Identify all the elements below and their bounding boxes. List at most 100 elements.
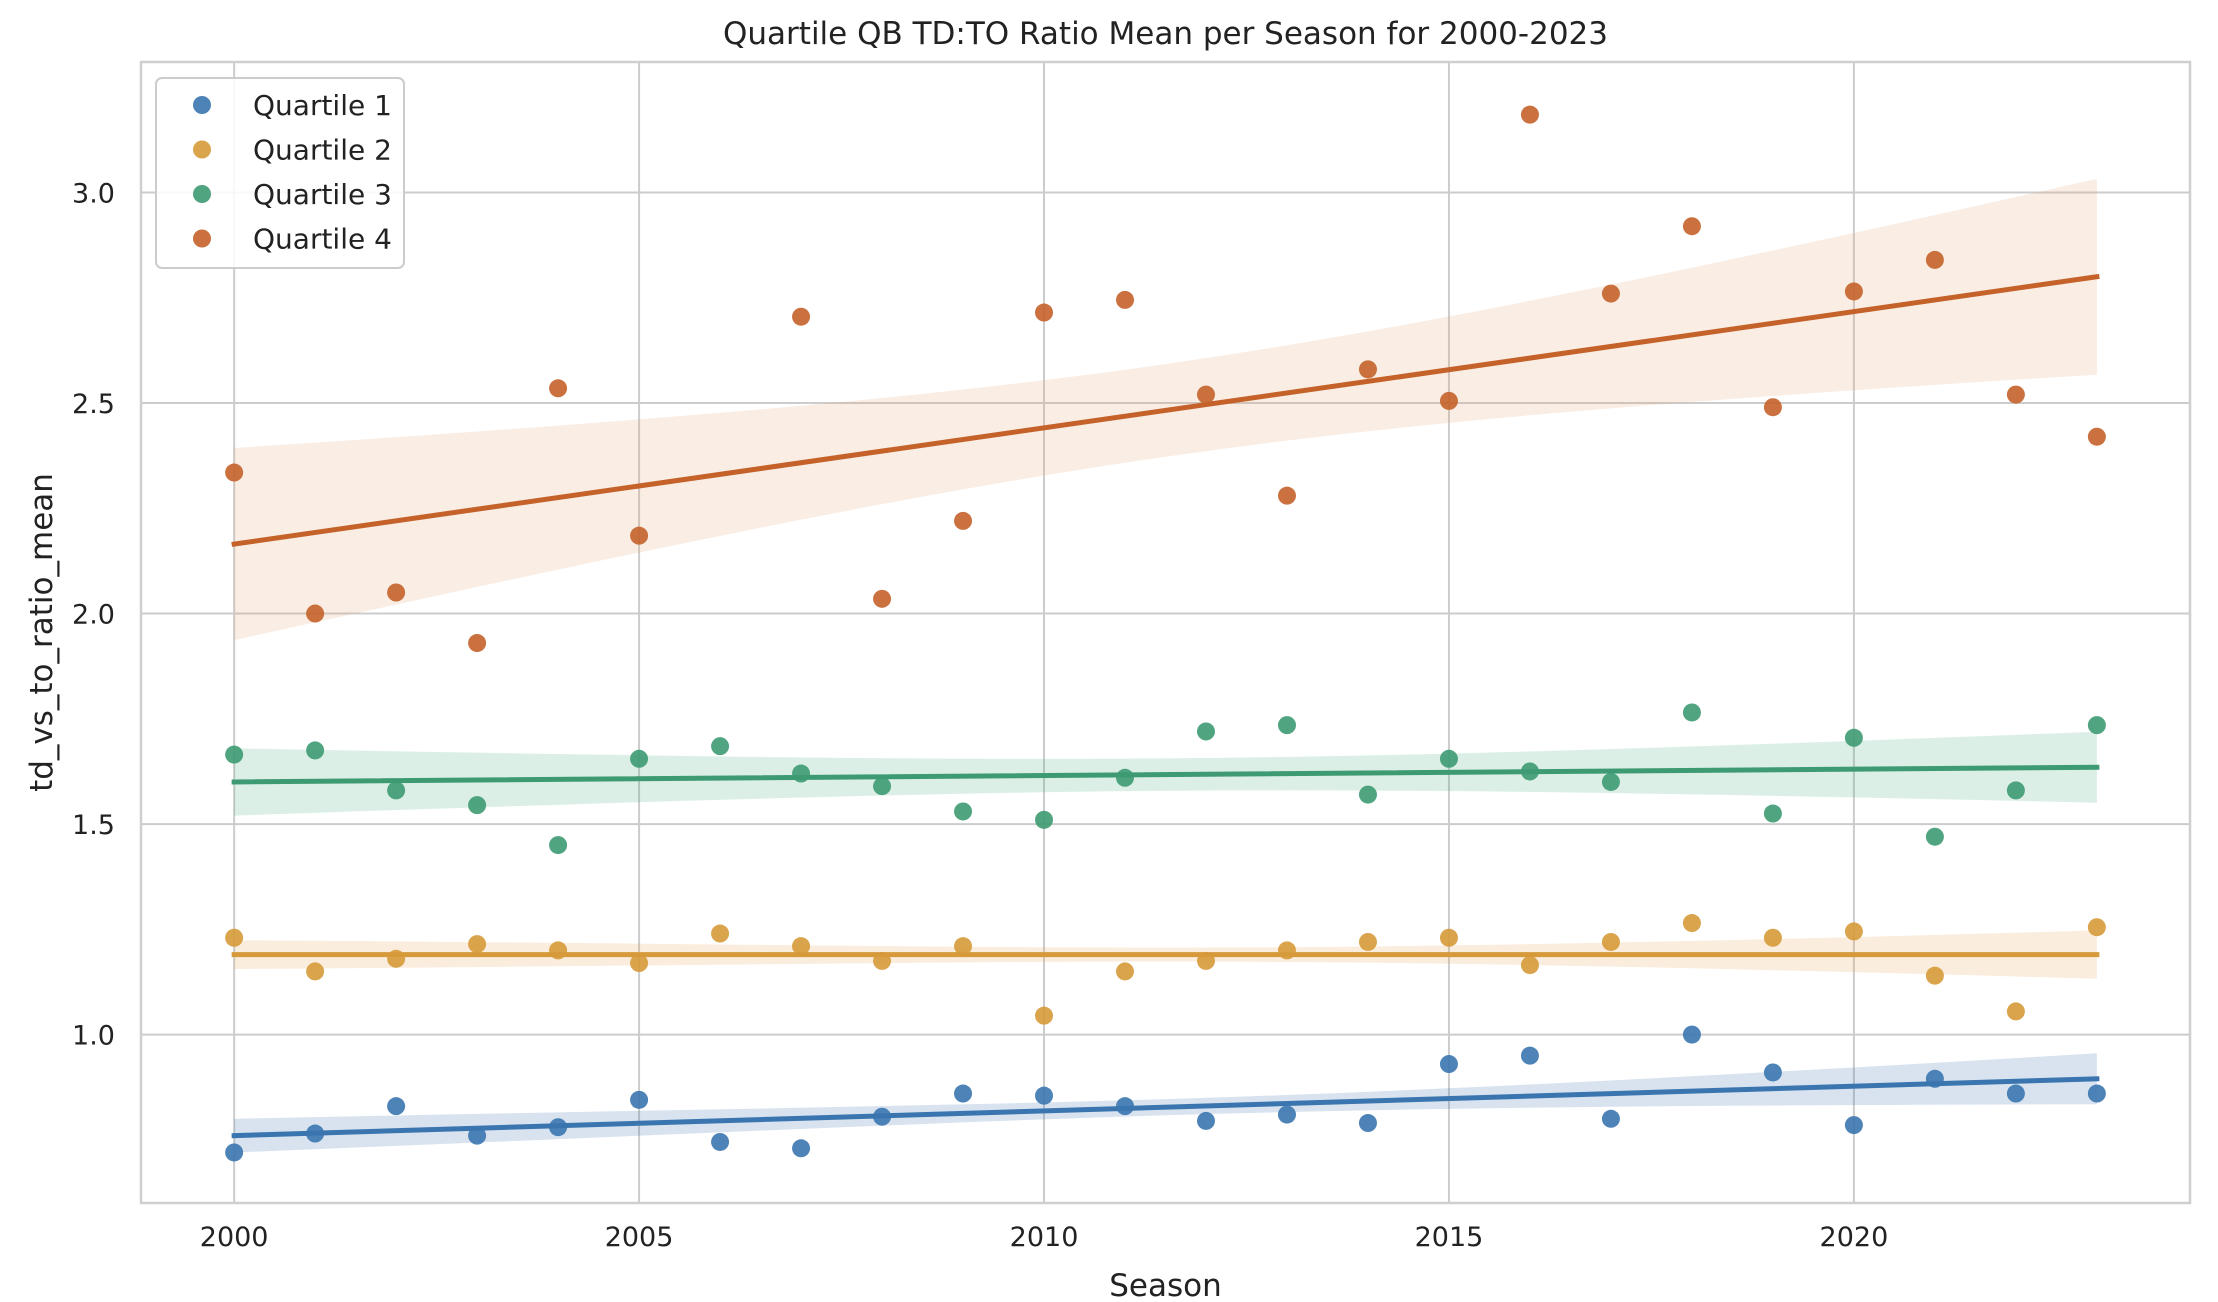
- quartile-3-point: [387, 781, 406, 800]
- quartile-1-point: [1520, 1046, 1539, 1065]
- quartile-1-point: [1277, 1105, 1296, 1124]
- quartile-1-point: [711, 1132, 730, 1151]
- quartile-3-regression-line: [231, 764, 2100, 785]
- quartile-4-point: [1439, 391, 1458, 410]
- quartile-2-point: [1763, 928, 1782, 947]
- y-tick-label: 1.5: [72, 810, 115, 841]
- quartile-4-point: [225, 463, 244, 482]
- legend-label: Quartile 1: [253, 89, 392, 122]
- quartile-4-point: [792, 307, 811, 326]
- quartile-3-point: [468, 796, 487, 815]
- quartile-3-point: [1035, 810, 1054, 829]
- tick-labels: 2000 2005 2010 2015 2020 1.0 1.5 2.0 2.5 3.0: [72, 179, 1888, 1253]
- quartile-4-point: [1601, 284, 1620, 303]
- quartile-1-point: [954, 1084, 973, 1103]
- x-tick-label: 2000: [200, 1222, 269, 1253]
- quartile-1-point: [630, 1090, 649, 1109]
- quartile-1-point: [792, 1139, 811, 1158]
- y-tick-label: 1.0: [72, 1021, 115, 1052]
- quartile-4-point: [387, 583, 406, 602]
- quartile-2-point: [1520, 956, 1539, 975]
- quartile-4-point: [1682, 217, 1701, 236]
- legend-marker: [193, 185, 211, 203]
- quartile-3-point: [1116, 768, 1135, 787]
- quartile-2-point: [630, 954, 649, 973]
- quartile-3-point: [225, 745, 244, 764]
- quartile-3-point: [549, 836, 568, 855]
- quartile-3-point: [1439, 749, 1458, 768]
- legend-marker: [193, 229, 211, 248]
- x-tick-label: 2010: [1010, 1222, 1079, 1253]
- quartile-4-point: [1844, 282, 1863, 301]
- quartile-1-point: [1844, 1116, 1863, 1135]
- quartile-4-point: [2087, 427, 2106, 446]
- legend-marker: [193, 96, 211, 114]
- quartile-1-point: [225, 1143, 244, 1162]
- quartile-3-point: [1682, 703, 1701, 722]
- plot-frame: [139, 60, 2192, 1205]
- quartile-4-point: [1116, 290, 1135, 309]
- quartile-1-point: [2006, 1084, 2025, 1103]
- quartile-3-point: [1358, 785, 1377, 804]
- y-axis-label: td_vs_to_ratio_mean: [24, 473, 60, 792]
- quartile-2-point: [792, 937, 811, 956]
- quartile-3-point: [1763, 804, 1782, 823]
- quartile-3-point: [1196, 722, 1215, 741]
- quartile-1-point: [1196, 1111, 1215, 1130]
- quartile-4-point: [1277, 486, 1296, 505]
- legend-box: [155, 77, 405, 269]
- quartile-3-point: [1844, 728, 1863, 747]
- x-tick-label: 2015: [1415, 1222, 1484, 1253]
- quartile-1-point: [2087, 1084, 2106, 1103]
- x-tick-label: 2005: [605, 1222, 674, 1253]
- quartile-2-point: [1601, 932, 1620, 951]
- quartile-1-point: [1601, 1109, 1620, 1128]
- quartile-1-point: [1035, 1086, 1054, 1105]
- x-axis-label: Season: [1109, 1268, 1222, 1302]
- quartile-1-regression-line: [231, 1076, 2100, 1139]
- quartile-3-point: [954, 802, 973, 821]
- quartile-2-point: [1925, 966, 1944, 985]
- quartile-4-point: [549, 379, 568, 398]
- quartile-3-point: [873, 777, 892, 796]
- quartile-3-point: [306, 741, 325, 760]
- grid: [141, 62, 2190, 1203]
- y-tick-label: 3.0: [72, 179, 115, 210]
- quartile-2-point: [2087, 918, 2106, 937]
- chart-title: Quartile QB TD:TO Ratio Mean per Season …: [723, 16, 1608, 52]
- quartile-3-point: [2087, 716, 2106, 735]
- quartile-4-point: [306, 604, 325, 623]
- quartile-2-point: [468, 935, 487, 954]
- quartile-3-point: [1925, 827, 1944, 846]
- quartile-2-point: [1116, 962, 1135, 981]
- quartile-2-point: [1035, 1006, 1054, 1025]
- quartile-2-point: [2006, 1002, 2025, 1021]
- legend-label: Quartile 4: [253, 223, 392, 256]
- quartile-2-point: [1439, 928, 1458, 947]
- quartile-4-point: [1358, 360, 1377, 379]
- quartile-1-point: [387, 1097, 406, 1116]
- quartile-2-point: [954, 937, 973, 956]
- y-tick-label: 2.0: [72, 600, 115, 631]
- quartile-4-point: [873, 589, 892, 608]
- legend-label: Quartile 3: [253, 178, 392, 211]
- scatter-points: [225, 105, 2106, 1162]
- quartile-3-point: [1277, 716, 1296, 735]
- quartile-1-point: [1763, 1063, 1782, 1082]
- quartile-4-point: [468, 634, 487, 653]
- quartile-1-point: [468, 1126, 487, 1145]
- regression-lines: [231, 273, 2100, 1139]
- legend-label: Quartile 2: [253, 134, 392, 167]
- quartile-4-point: [1035, 303, 1054, 322]
- quartile-1-confidence-band: [234, 1053, 2097, 1153]
- quartile-2-point: [225, 928, 244, 947]
- y-tick-label: 2.5: [72, 389, 115, 420]
- x-tick-label: 2020: [1820, 1222, 1889, 1253]
- quartile-4-point: [1925, 250, 1944, 269]
- quartile-3-point: [711, 737, 730, 756]
- quartile-4-regression-line: [231, 273, 2100, 547]
- quartile-4-point: [630, 526, 649, 545]
- quartile-2-point: [306, 962, 325, 981]
- quartile-1-point: [1439, 1055, 1458, 1074]
